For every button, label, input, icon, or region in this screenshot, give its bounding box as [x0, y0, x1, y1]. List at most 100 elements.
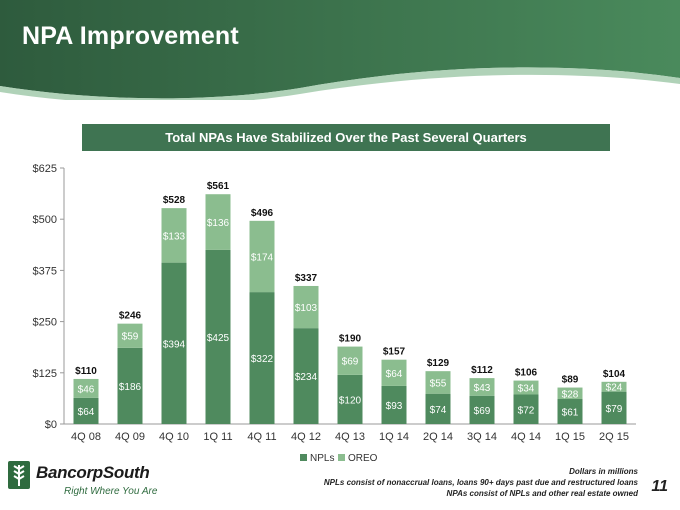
data-label-oreo: $174 — [251, 252, 274, 263]
footnotes: Dollars in millions NPLs consist of nona… — [324, 466, 638, 499]
bar-oreo — [513, 380, 539, 395]
y-tick-label: $625 — [33, 163, 57, 175]
footnote-npl: NPLs consist of nonaccrual loans, loans … — [323, 478, 638, 487]
x-tick-label: 4Q 10 — [159, 431, 189, 443]
legend-label-oreo: OREO — [348, 453, 378, 464]
data-label-npl: $69 — [474, 406, 491, 417]
data-label-total: $496 — [251, 208, 274, 219]
bar-oreo — [425, 371, 451, 394]
x-tick-label: 1Q 14 — [379, 431, 409, 443]
bar-npl — [601, 391, 627, 424]
x-tick-label: 1Q 15 — [555, 431, 585, 443]
data-label-total: $112 — [471, 365, 493, 376]
header-banner — [0, 0, 680, 100]
bar-npl — [469, 395, 495, 424]
bar-oreo — [337, 346, 363, 375]
legend-label-npl: NPLs — [310, 453, 334, 464]
bar-npl — [557, 399, 583, 424]
data-label-oreo: $136 — [207, 218, 230, 229]
legend-swatch-oreo — [338, 454, 345, 461]
data-label-total: $110 — [75, 366, 97, 377]
bar-npl — [513, 394, 539, 424]
data-label-total: $157 — [383, 347, 406, 358]
slide-title: NPA Improvement — [22, 22, 239, 50]
data-label-total: $337 — [295, 273, 318, 284]
data-label-total: $246 — [119, 311, 142, 322]
data-label-oreo: $64 — [386, 369, 403, 380]
data-label-npl: $72 — [518, 405, 535, 416]
footnote-npa: NPAs consist of NPLs and other real esta… — [446, 489, 638, 498]
wheat-logo-icon — [8, 461, 30, 489]
bar-npl — [337, 374, 363, 424]
bar-oreo — [205, 194, 231, 250]
data-label-oreo: $69 — [342, 357, 359, 368]
data-label-npl: $234 — [295, 372, 318, 383]
bar-oreo — [249, 220, 275, 293]
data-label-npl: $322 — [251, 354, 274, 365]
data-label-npl: $74 — [430, 405, 447, 416]
x-tick-label: 2Q 14 — [423, 431, 453, 443]
data-label-total: $89 — [562, 375, 579, 386]
x-tick-label: 1Q 11 — [203, 431, 232, 443]
data-label-oreo: $34 — [518, 384, 535, 395]
bar-oreo — [557, 387, 583, 400]
bar-npl — [425, 393, 451, 424]
data-label-npl: $93 — [386, 401, 403, 412]
data-label-total: $106 — [515, 368, 538, 379]
x-tick-label: 4Q 13 — [335, 431, 365, 443]
bar-oreo — [161, 208, 187, 263]
data-label-oreo: $55 — [430, 378, 447, 389]
x-tick-label: 4Q 08 — [71, 431, 101, 443]
y-tick-label: $250 — [33, 317, 57, 329]
y-tick-label: $0 — [45, 419, 57, 431]
bar-npl — [117, 347, 143, 424]
data-label-oreo: $43 — [474, 383, 491, 394]
data-label-npl: $61 — [562, 408, 579, 419]
bar-oreo — [117, 323, 143, 348]
logo-text: BancorpSouth — [36, 463, 150, 482]
data-label-oreo: $28 — [562, 389, 579, 400]
data-label-oreo: $59 — [122, 332, 139, 343]
data-label-npl: $186 — [119, 382, 142, 393]
legend-swatch-npl — [300, 454, 307, 461]
y-tick-label: $125 — [33, 368, 57, 380]
x-tick-label: 4Q 12 — [291, 431, 321, 443]
data-label-npl: $120 — [339, 395, 362, 406]
x-tick-label: 3Q 14 — [467, 431, 497, 443]
bar-oreo — [381, 359, 407, 386]
bar-oreo — [73, 378, 99, 398]
bar-npl — [293, 328, 319, 424]
bar-npl — [381, 385, 407, 424]
npa-bar-chart: $0 $125 $250 $375 $500 $625 $64 $46 $110 4Q 08 $18… — [33, 163, 636, 464]
bancorpsouth-logo: BancorpSouth Right Where You Are — [8, 461, 168, 505]
x-tick-label: 4Q 14 — [511, 431, 541, 443]
page-number: 11 — [651, 478, 668, 495]
x-tick-label: 4Q 09 — [115, 431, 145, 443]
data-label-npl: $79 — [606, 404, 623, 415]
data-label-npl: $394 — [163, 339, 186, 350]
data-label-total: $129 — [427, 358, 450, 369]
y-tick-label: $500 — [33, 214, 57, 226]
data-label-npl: $64 — [78, 407, 95, 418]
data-label-oreo: $46 — [78, 384, 95, 395]
bar-npl — [73, 397, 99, 424]
y-tick-label: $375 — [33, 265, 57, 277]
bar-npl — [205, 249, 231, 424]
data-label-total: $104 — [603, 369, 626, 380]
data-label-total: $528 — [163, 195, 186, 206]
logo-tagline: Right Where You Are — [64, 486, 158, 497]
footnote-units: Dollars in millions — [569, 467, 638, 476]
bar-oreo — [601, 381, 627, 392]
chart-subtitle: Total NPAs Have Stabilized Over the Past… — [82, 124, 610, 151]
data-label-total: $561 — [207, 181, 230, 192]
data-label-oreo: $133 — [163, 231, 186, 242]
bar-oreo — [469, 378, 495, 396]
bar-oreo — [293, 285, 319, 329]
data-label-oreo: $24 — [606, 383, 623, 394]
data-label-total: $190 — [339, 334, 362, 345]
data-label-npl: $425 — [207, 333, 230, 344]
x-tick-label: 4Q 11 — [247, 431, 276, 443]
bar-npl — [161, 262, 187, 424]
bar-npl — [249, 292, 275, 424]
data-label-oreo: $103 — [295, 303, 318, 314]
